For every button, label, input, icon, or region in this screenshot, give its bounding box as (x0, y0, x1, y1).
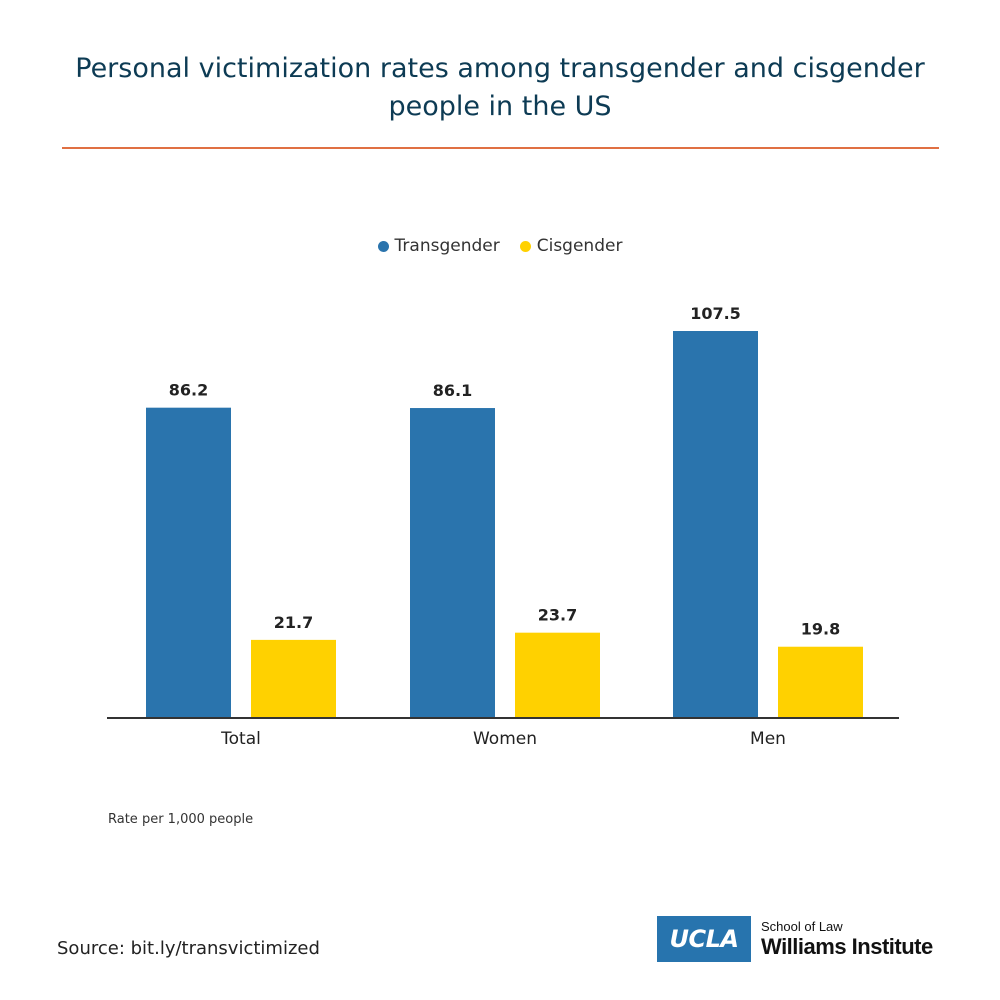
legend-swatch-cisgender (519, 240, 531, 252)
ucla-logo-mark: UCLA (657, 916, 751, 962)
x-tick-label-men: Men (750, 729, 786, 749)
data-label-cisgender-men: 19.8 (801, 620, 840, 639)
ucla-williams-logo: UCLA School of Law Williams Institute (657, 915, 933, 963)
bar-transgender-total (146, 407, 231, 718)
title-divider (62, 147, 939, 149)
x-tick-label-total: Total (220, 729, 261, 749)
data-label-cisgender-total: 21.7 (274, 613, 313, 632)
units-note: Rate per 1,000 people (108, 812, 254, 827)
bar-cisgender-women (515, 632, 600, 718)
bar-transgender-men (673, 331, 758, 718)
logo-school: School of Law (761, 918, 843, 934)
data-label-cisgender-women: 23.7 (538, 606, 577, 625)
legend-item-cisgender: Cisgender (519, 236, 623, 256)
bar-transgender-women (410, 408, 495, 718)
chart-title-line-1: Personal victimization rates among trans… (75, 53, 925, 84)
data-label-transgender-total: 86.2 (169, 381, 208, 400)
chart-legend: Transgender Cisgender (0, 236, 1000, 256)
chart-title: Personal victimization rates among trans… (40, 50, 960, 126)
source-note: Source: bit.ly/transvictimized (57, 938, 320, 959)
legend-label-transgender: Transgender (394, 236, 500, 256)
legend-label-cisgender: Cisgender (536, 236, 623, 256)
bar-cisgender-total (251, 639, 336, 718)
chart-title-line-2: people in the US (388, 91, 612, 122)
x-tick-label-women: Women (473, 729, 537, 749)
logo-institute: Williams Institute (761, 933, 933, 959)
logo-text: School of Law Williams Institute (761, 919, 933, 960)
data-label-transgender-men: 107.5 (690, 304, 741, 323)
data-label-transgender-women: 86.1 (433, 381, 472, 400)
legend-item-transgender: Transgender (377, 236, 500, 256)
bar-cisgender-men (778, 646, 863, 718)
legend-swatch-transgender (377, 240, 389, 252)
